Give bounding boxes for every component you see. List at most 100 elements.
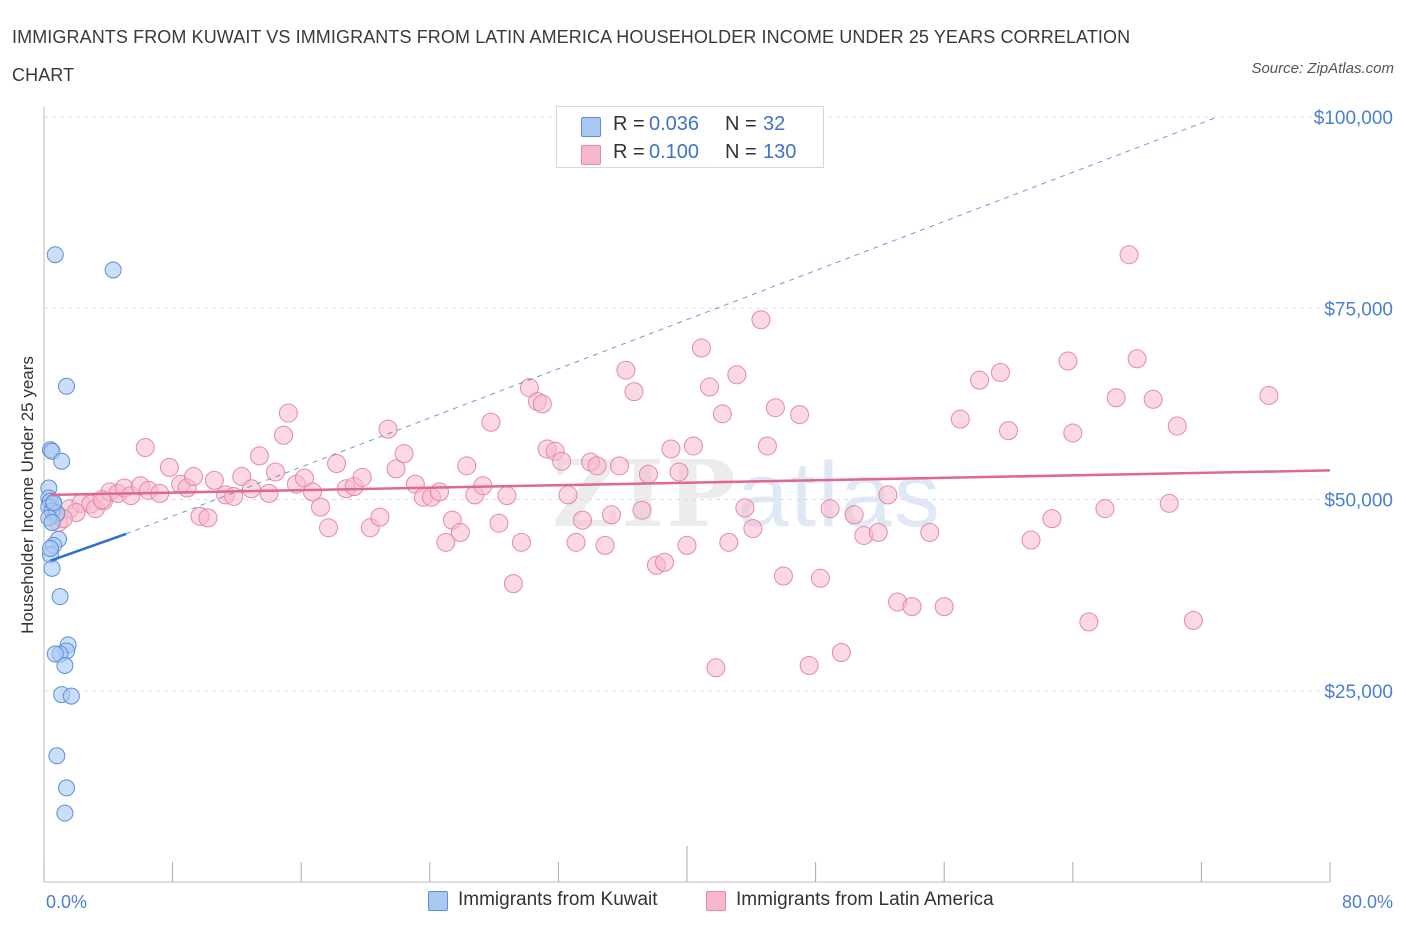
kuwait-trend-line <box>50 532 127 562</box>
latam-point <box>970 370 990 390</box>
axis-labels: $25,000 $50,000 $75,000 $100,000 0.0% 80.0% Ho… <box>18 108 1393 912</box>
kuwait-point <box>46 645 64 663</box>
latam-point <box>278 403 298 423</box>
kuwait-point <box>56 804 74 822</box>
latam-points <box>45 245 1279 678</box>
latam-point <box>183 467 203 487</box>
legend-swatch-latam <box>581 145 601 165</box>
latam-point <box>727 365 747 385</box>
legend-n-value: 32 <box>763 113 786 135</box>
y-tick-label: $50,000 <box>1324 491 1393 512</box>
latam-point <box>700 377 720 397</box>
y-axis-label: Householder Income Under 25 years <box>18 356 37 634</box>
latam-point <box>844 505 864 525</box>
latam-point <box>878 485 898 505</box>
latam-point <box>616 360 636 380</box>
latam-point <box>198 508 218 528</box>
y-tick-label: $25,000 <box>1324 682 1393 703</box>
bottom-legend-swatch-latam <box>706 891 726 911</box>
latam-point <box>241 479 261 499</box>
kuwait-point <box>56 657 74 675</box>
latam-point <box>274 425 294 445</box>
y-tick-label: $75,000 <box>1324 299 1393 320</box>
latam-point <box>135 437 155 457</box>
latam-point <box>735 498 755 518</box>
latam-point <box>370 507 390 527</box>
latam-point <box>378 419 398 439</box>
latam-point <box>624 382 644 402</box>
latam-point <box>820 499 840 519</box>
bottom-legend-swatch-kuwait <box>428 891 448 911</box>
latam-point <box>532 394 552 414</box>
latam-point <box>352 467 372 487</box>
latam-point <box>511 532 531 552</box>
latam-point <box>868 522 888 542</box>
latam-point <box>497 486 517 506</box>
legend-r-label: R = <box>613 141 645 163</box>
latam-point <box>1119 245 1139 265</box>
latam-point <box>1259 385 1279 405</box>
kuwait-point <box>41 539 59 557</box>
latam-point <box>394 444 414 464</box>
legend-swatch-kuwait <box>581 117 601 137</box>
kuwait-point <box>46 246 64 264</box>
latam-point <box>595 535 615 555</box>
latam-point <box>1183 610 1203 630</box>
latam-point <box>654 552 674 572</box>
legend-row-kuwait: R = 0.036 N = 32 <box>557 111 823 139</box>
kuwait-points <box>40 246 122 822</box>
latam-point <box>1159 493 1179 513</box>
latam-point <box>204 470 224 490</box>
latam-point <box>920 522 940 542</box>
legend-r-label: R = <box>613 113 645 135</box>
latam-point <box>831 643 851 662</box>
latam-point <box>990 363 1010 383</box>
kuwait-point <box>43 513 61 531</box>
latam-point <box>429 482 449 502</box>
latam-trend-line <box>50 469 1331 497</box>
latam-point <box>489 513 509 533</box>
latam-point <box>743 519 763 539</box>
latam-point <box>310 497 330 517</box>
watermark-atlas: atlas <box>737 444 942 546</box>
x-tick-label-start: 0.0% <box>46 892 87 912</box>
latam-point <box>712 404 732 424</box>
latam-point <box>327 454 347 474</box>
kuwait-point <box>43 559 61 577</box>
legend-r-value: 0.036 <box>649 113 700 135</box>
latam-point <box>259 483 279 503</box>
legend-n-label: N = <box>725 141 757 163</box>
y-tick-label: $100,000 <box>1314 108 1393 129</box>
latam-point <box>302 482 322 502</box>
legend-n-label: N = <box>725 113 757 135</box>
kuwait-point <box>104 261 122 279</box>
latam-point <box>1143 389 1163 409</box>
kuwait-point <box>58 377 76 395</box>
legend-r-value: 0.100 <box>649 141 700 163</box>
latam-point <box>1127 349 1147 369</box>
latam-point <box>765 398 785 418</box>
latam-point <box>902 597 922 617</box>
latam-point <box>1058 351 1078 371</box>
latam-point <box>751 310 771 330</box>
latam-point <box>566 532 586 552</box>
latam-point <box>661 439 681 459</box>
kuwait-trend-extended <box>125 116 1218 535</box>
kuwait-point <box>51 588 69 606</box>
latam-point <box>1063 423 1083 443</box>
latam-point <box>159 457 179 477</box>
latam-point <box>1042 509 1062 529</box>
latam-point <box>950 409 970 429</box>
latam-point <box>934 597 954 617</box>
latam-point <box>503 574 523 594</box>
latam-point <box>999 421 1018 441</box>
latam-point <box>436 532 456 552</box>
gridlines <box>44 116 1330 692</box>
latam-point <box>601 505 621 525</box>
kuwait-point <box>53 452 71 470</box>
trend-lines <box>50 116 1331 562</box>
latam-point <box>1106 388 1126 408</box>
latam-point <box>719 532 739 552</box>
latam-point <box>1167 416 1187 436</box>
latam-point <box>265 462 285 482</box>
